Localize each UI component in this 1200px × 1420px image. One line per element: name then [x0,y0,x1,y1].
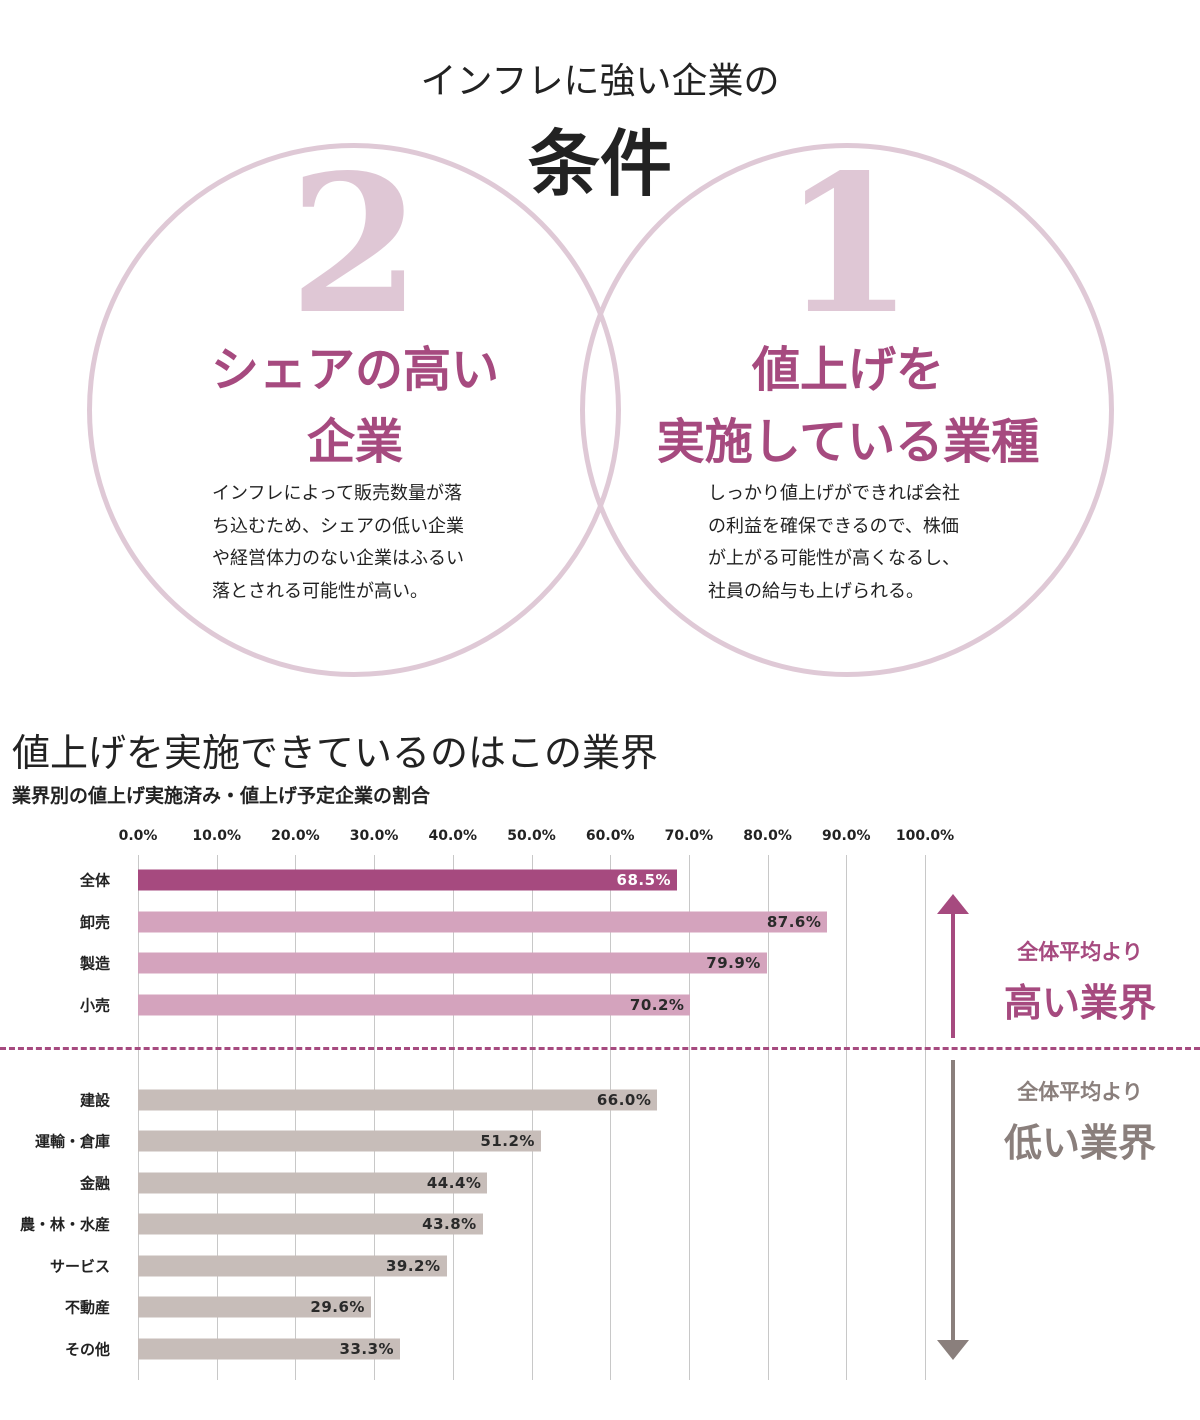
bar [138,911,828,933]
bar [138,1296,371,1318]
data-label: 87.6% [766,913,822,931]
gridline [846,855,848,1380]
header-subtitle: インフレに強い企業の [420,61,780,102]
condition-1-circle [580,143,1114,677]
gridline [138,855,139,1380]
data-label: 44.4% [426,1174,482,1192]
condition-1-heading: 値上げを 実施している業種 [598,334,1098,478]
category-label: 運輸・倉庫 [34,1132,110,1151]
bar [138,994,691,1016]
data-label: 29.6% [310,1298,365,1316]
body-line: しっかり値上げができれば会社 [708,483,960,504]
data-label: 68.5% [616,871,672,889]
condition-1-body: しっかり値上げができれば会社 の利益を確保できるので、株価 が上がる可能性が高く… [708,478,960,608]
data-label: 70.2% [629,996,685,1014]
gridline [452,855,454,1380]
x-tick-label: 0.0% [118,828,158,844]
data-label: 43.8% [422,1215,477,1233]
arrow-down-icon [937,1060,969,1360]
gridline [216,855,218,1380]
heading-line: 企業 [306,414,403,470]
data-label: 51.2% [480,1132,535,1150]
high-group-label-small: 全体平均より [1017,940,1143,964]
low-group-label-small: 全体平均より [1017,1080,1143,1104]
heading-line: 値上げを [751,342,944,398]
x-tick-label: 100.0% [895,828,955,844]
high-group-label: 高い業界 [1003,981,1156,1025]
category-label: 小売 [79,996,110,1015]
data-label: 79.9% [706,954,761,972]
x-tick-label: 90.0% [822,828,871,844]
category-label: 金融 [79,1174,110,1193]
x-tick-label: 30.0% [349,828,399,844]
body-line: の利益を確保できるので、株価 [708,515,959,537]
category-label: サービス [49,1257,110,1276]
x-tick-label: 20.0% [271,828,320,844]
bar [138,869,678,891]
category-label: 農・林・水産 [19,1215,110,1234]
gridline [610,855,612,1380]
gridline [767,855,769,1380]
body-line: 社員の給与も上げられる。 [708,580,924,602]
bar [138,952,767,974]
bar [138,1255,447,1277]
condition-2-body: インフレによって販売数量が落 ち込むため、シェアの低い企業 や経営体力のない企業… [212,478,464,608]
category-label: 製造 [79,954,110,973]
header-title: 条件 [527,121,672,206]
body-line: が上がる可能性が高くなるし、 [708,548,960,569]
bar [138,1130,541,1152]
body-line: ち込むため、シェアの低い企業 [212,515,464,537]
chart-title: 値上げを実施できているのはこの業界 [12,731,659,775]
arrows [937,894,969,1360]
heading-line: 実施している業種 [656,414,1040,470]
gridline [925,855,926,1380]
body-line: や経営体力のない企業はふるい [212,548,464,569]
condition-2-number: 2 [288,133,422,356]
chart-subtitle: 業界別の値上げ実施済み・値上げ予定企業の割合 [12,785,431,807]
data-label: 66.0% [596,1091,652,1109]
gridline [295,855,297,1380]
category-label: その他 [64,1340,110,1359]
x-tick-label: 10.0% [192,828,241,844]
condition-1-number: 1 [781,133,915,356]
gridline [688,855,690,1380]
average-divider [0,1047,1200,1050]
x-tick-label: 60.0% [585,828,635,844]
category-label: 建設 [79,1091,110,1110]
bar [138,1089,658,1111]
bar [138,1213,483,1235]
x-tick-label: 40.0% [428,828,478,844]
bar [138,1172,488,1194]
x-tick-label: 70.0% [664,828,714,844]
data-label: 39.2% [385,1257,441,1275]
condition-2-heading: シェアの高い 企業 [105,334,605,478]
category-label: 卸売 [79,913,110,932]
low-group-label: 低い業界 [1003,1121,1156,1165]
body-line: 落とされる可能性が高い。 [212,580,428,602]
body-line: インフレによって販売数量が落 [212,483,463,504]
x-tick-label: 80.0% [743,828,792,844]
category-label: 不動産 [64,1298,110,1317]
category-label: 全体 [79,871,110,890]
gridline [531,855,533,1380]
bar [138,1338,401,1360]
gridline [374,855,376,1380]
x-tick-label: 50.0% [507,828,556,844]
arrow-up-icon [937,894,969,1038]
heading-line: シェアの高い [210,342,499,398]
data-label: 33.3% [339,1340,395,1358]
